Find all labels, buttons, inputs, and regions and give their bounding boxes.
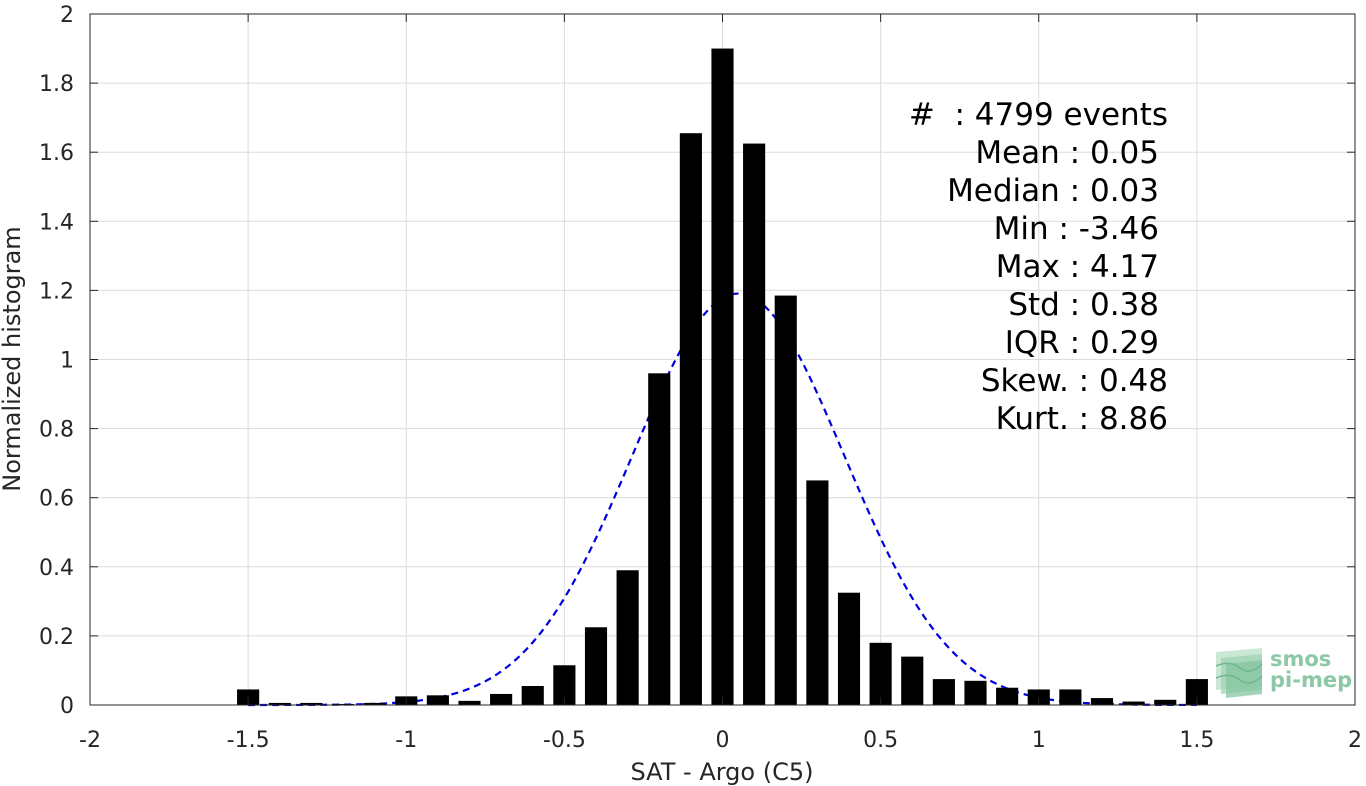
smos-pi-mep-logo: smos pi-mep — [1215, 647, 1352, 698]
y-tick-label: 0.6 — [39, 487, 74, 512]
histogram-bar — [774, 295, 797, 705]
stat-mean: Mean : 0.05 — [975, 135, 1159, 171]
stat-median: Median : 0.03 — [947, 173, 1159, 209]
histogram-bar — [743, 143, 766, 705]
histogram-bar — [837, 592, 861, 705]
histogram-bar — [490, 693, 513, 705]
x-tick-label: 1 — [1032, 728, 1046, 753]
histogram-bar — [964, 680, 987, 705]
stat-max: Max : 4.17 — [996, 249, 1159, 285]
histogram-bars — [237, 48, 1208, 706]
x-tick-label: -2 — [79, 728, 101, 753]
y-tick-label: 1.8 — [39, 72, 74, 97]
stat-iqr: IQR : 0.29 — [1005, 325, 1159, 361]
y-tick-label: 0.4 — [39, 556, 74, 581]
stat-std: Std : 0.38 — [1008, 287, 1159, 323]
histogram-bar — [268, 702, 291, 705]
histogram-bar — [300, 702, 323, 705]
y-tick-labels: 0 0.2 0.4 0.6 0.8 1 1.2 1.4 1.6 1.8 2 — [39, 3, 74, 719]
x-tick-label: -0.5 — [543, 728, 586, 753]
x-tick-label: 0.5 — [863, 728, 898, 753]
statistics-box: # : 4799 events Mean : 0.05 Median : 0.0… — [909, 97, 1168, 437]
x-tick-labels: -2 -1.5 -1 -0.5 0 0.5 1 1.5 2 — [79, 728, 1362, 753]
histogram-bar — [426, 695, 449, 705]
histogram-bar — [458, 700, 481, 705]
stat-skewness: Skew. : 0.48 — [981, 363, 1168, 399]
logo-wave-icon — [1215, 648, 1263, 698]
x-tick-label: 1.5 — [1179, 728, 1214, 753]
x-tick-label: 2 — [1348, 728, 1362, 753]
histogram-bar — [616, 570, 639, 705]
histogram-bar — [1059, 689, 1082, 705]
histogram-bar — [584, 627, 608, 705]
histogram-bar — [711, 48, 734, 706]
stat-min: Min : -3.46 — [994, 211, 1159, 247]
histogram-bar — [1154, 699, 1177, 705]
histogram-bar — [553, 665, 576, 705]
y-axis-label: Normalized histogram — [0, 226, 26, 491]
histogram-bar — [996, 687, 1019, 705]
histogram-bar — [1090, 698, 1114, 705]
histogram-bar — [1185, 679, 1208, 705]
x-tick-label: -1.5 — [227, 728, 270, 753]
y-tick-label: 1.2 — [39, 279, 74, 304]
histogram-bar — [1122, 701, 1145, 705]
y-tick-label: 1.4 — [39, 210, 74, 235]
histogram-bar — [363, 702, 386, 705]
histogram-bar — [679, 133, 702, 705]
y-tick-label: 1 — [60, 349, 74, 374]
y-tick-label: 0.2 — [39, 625, 74, 650]
logo-text-pi-mep: pi-mep — [1270, 668, 1352, 692]
histogram-bar — [648, 373, 671, 705]
y-tick-label: 0 — [60, 694, 74, 719]
stat-count: # : 4799 events — [909, 97, 1168, 133]
histogram-bar — [932, 679, 955, 705]
histogram-bar — [521, 685, 544, 705]
x-axis-label: SAT - Argo (C5) — [631, 758, 814, 786]
histogram-bar — [869, 642, 892, 705]
x-tick-label: 0 — [716, 728, 730, 753]
y-tick-label: 1.6 — [39, 141, 74, 166]
y-tick-label: 2 — [60, 3, 74, 28]
histogram-bar — [901, 656, 924, 705]
x-tick-label: -1 — [395, 728, 417, 753]
histogram-bar — [331, 703, 355, 705]
axes-box — [89, 13, 1356, 706]
stat-kurtosis: Kurt. : 8.86 — [996, 401, 1168, 437]
logo-text-smos: smos — [1270, 647, 1331, 671]
y-tick-label: 0.8 — [39, 418, 74, 443]
histogram-bar — [806, 480, 829, 705]
